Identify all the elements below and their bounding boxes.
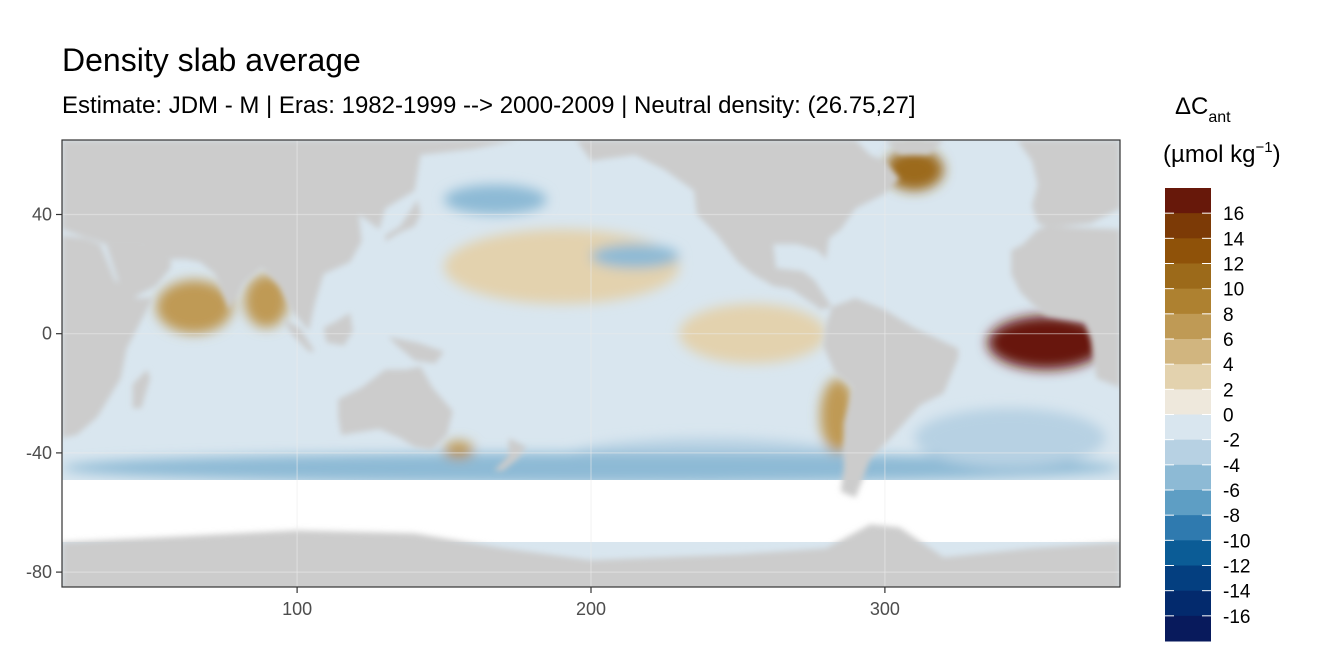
legend: ΔCant (µmol kg−1) 16 14 12 10 8 6 4 2 0 -2 -4 -6 -8 -…	[1163, 93, 1281, 642]
land-layer	[62, 140, 1120, 587]
legend-swatch	[1165, 213, 1211, 239]
legend-title: ΔCant	[1175, 93, 1231, 126]
legend-swatch	[1165, 540, 1211, 566]
legend-swatch	[1165, 364, 1211, 390]
gridlines	[62, 140, 1120, 587]
y-tick-label: -40	[26, 443, 52, 463]
chart-subtitle: Estimate: JDM - M | Eras: 1982-1999 --> …	[62, 92, 916, 119]
legend-swatch	[1165, 288, 1211, 315]
land-arabia	[106, 244, 171, 298]
legend-swatch	[1165, 464, 1211, 491]
legend-swatch	[1165, 414, 1211, 441]
field-patch	[444, 440, 474, 459]
legend-labels: 16 14 12 10 8 6 4 2 0 -2 -4 -6 -8 -10 -12 -14 -16	[1223, 204, 1251, 628]
land-north-america	[576, 140, 900, 310]
legend-label: -12	[1223, 557, 1250, 578]
legend-label: -6	[1223, 481, 1240, 502]
field-patch	[244, 274, 289, 328]
legend-swatch	[1165, 389, 1211, 415]
field-patch	[987, 315, 1106, 370]
field-patch	[884, 148, 944, 191]
y-tick-label: 40	[32, 205, 52, 225]
x-tick-label: 200	[576, 599, 606, 619]
legend-label: -14	[1223, 582, 1251, 603]
land-europe	[1017, 140, 1120, 227]
field-patch	[156, 280, 233, 334]
land-new-guinea	[388, 336, 445, 364]
land-greenland	[884, 140, 944, 155]
field-patch	[444, 184, 547, 215]
legend-label: 16	[1223, 204, 1244, 225]
legend-title-main: ΔC	[1175, 93, 1208, 120]
legend-unit-prefix: (µmol kg	[1163, 141, 1256, 168]
legend-label: -10	[1223, 531, 1250, 552]
legend-swatch	[1165, 565, 1211, 592]
legend-label: 2	[1223, 380, 1234, 401]
legend-label: -4	[1223, 456, 1240, 477]
land-australia	[338, 366, 453, 450]
legend-swatch	[1165, 188, 1211, 214]
legend-label: 6	[1223, 330, 1234, 351]
land-west-africa	[1011, 226, 1120, 388]
legend-label: 10	[1223, 280, 1244, 301]
legend-swatch	[1165, 313, 1211, 340]
legend-label: 14	[1223, 229, 1245, 250]
x-tick-label: 100	[282, 599, 312, 619]
field-patch	[591, 244, 680, 269]
land-japan	[385, 199, 421, 242]
y-tick-label: 0	[42, 324, 52, 344]
legend-label: 0	[1223, 406, 1234, 427]
legend-label: -16	[1223, 607, 1250, 628]
legend-swatch	[1165, 615, 1211, 642]
land-madagascar	[132, 369, 151, 409]
chart-title: Density slab average	[62, 42, 361, 78]
legend-unit-sup: −1	[1256, 139, 1273, 156]
legend-swatch	[1165, 590, 1211, 617]
legend-swatch	[1165, 263, 1211, 290]
land-africa	[62, 140, 154, 438]
legend-unit: (µmol kg−1)	[1163, 139, 1281, 168]
land-sumatra	[282, 318, 315, 352]
legend-swatch	[1165, 439, 1211, 466]
legend-swatch	[1165, 339, 1211, 365]
x-tick-label: 300	[870, 599, 900, 619]
land-antarctica	[62, 524, 1120, 587]
legend-swatch	[1165, 238, 1211, 264]
map-panel	[62, 140, 1120, 587]
legend-swatch	[1165, 515, 1211, 541]
legend-label: 4	[1223, 355, 1234, 376]
legend-colorbar	[1165, 188, 1211, 642]
land-borneo	[323, 312, 353, 346]
legend-label: -8	[1223, 506, 1240, 527]
land-india	[203, 256, 262, 310]
land-eurasia	[62, 140, 518, 331]
legend-label: 12	[1223, 255, 1244, 276]
legend-label: -2	[1223, 431, 1240, 452]
legend-unit-suffix: )	[1273, 141, 1281, 168]
legend-title-sub: ant	[1208, 109, 1231, 126]
land-new-zealand	[494, 438, 527, 471]
land-south-america	[823, 297, 959, 498]
x-axis: 100 200 300	[282, 587, 900, 619]
y-tick-label: -80	[26, 562, 52, 582]
legend-label: 8	[1223, 305, 1234, 326]
y-axis: 40 0 -40 -80	[26, 205, 62, 582]
legend-swatch	[1165, 490, 1211, 516]
field-patch	[914, 408, 1106, 468]
